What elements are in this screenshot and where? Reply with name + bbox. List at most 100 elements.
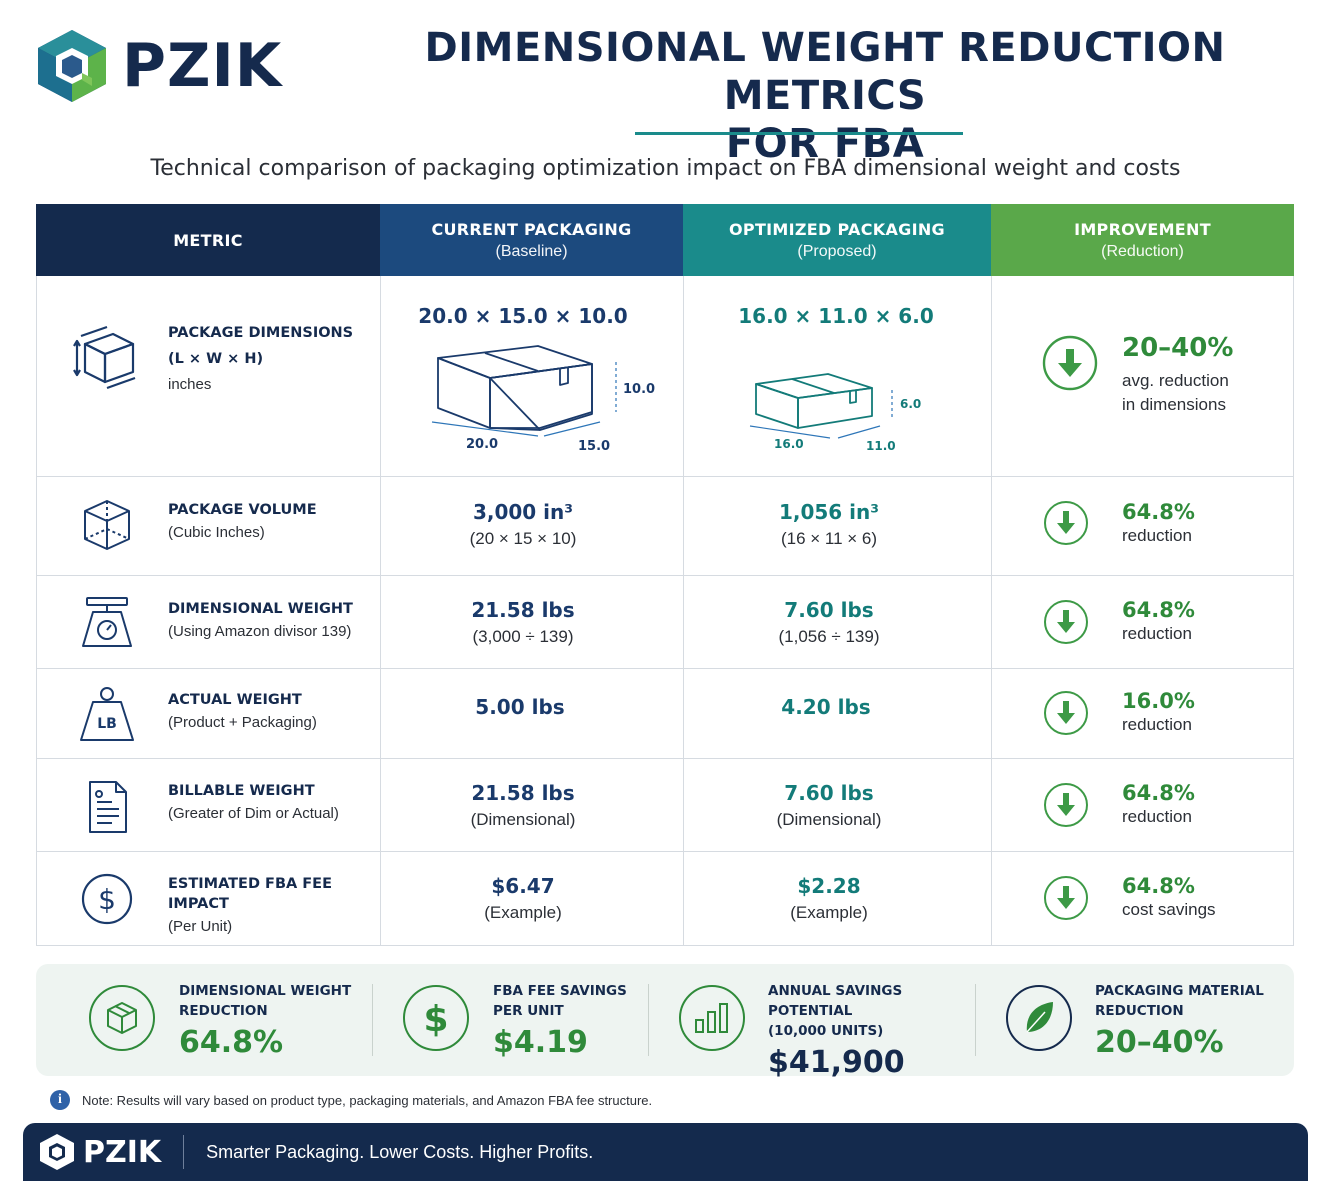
pzik-logo-icon bbox=[38, 30, 106, 102]
metric-subtitle: (Using Amazon divisor 139) bbox=[168, 623, 352, 640]
header-optimized-sub: (Proposed) bbox=[797, 242, 877, 260]
improvement-text: reduction bbox=[1122, 715, 1192, 734]
summary-label: DIMENSIONAL WEIGHT bbox=[179, 983, 352, 999]
current-volume-value: 3,000 in³ (20 × 15 × 10) bbox=[380, 500, 666, 549]
summary-label: FBA FEE SAVINGS bbox=[493, 983, 627, 999]
summary-value: $4.19 bbox=[493, 1025, 588, 1060]
arrow-down-icon bbox=[1044, 501, 1088, 545]
improvement-actual-weight: 16.0% reduction bbox=[1122, 689, 1287, 737]
brand-name: PZIK bbox=[122, 31, 283, 101]
improvement-percent: 64.8% bbox=[1122, 781, 1195, 805]
header-improvement-sub: (Reduction) bbox=[1101, 242, 1184, 260]
metric-subtitle: (Cubic Inches) bbox=[168, 524, 265, 541]
header-improvement-title: IMPROVEMENT bbox=[1074, 219, 1211, 239]
optimized-width-label: 11.0 bbox=[866, 439, 896, 453]
title-line-2: FOR FBA bbox=[725, 121, 925, 167]
metric-billable-weight: BILLABLE WEIGHT (Greater of Dim or Actua… bbox=[168, 781, 373, 827]
metric-subtitle: (Product + Packaging) bbox=[168, 714, 317, 731]
current-billable-weight-value: 21.58 lbs (Dimensional) bbox=[380, 781, 666, 830]
metric-title: PACKAGE VOLUME bbox=[168, 502, 317, 518]
svg-text:$: $ bbox=[98, 883, 116, 916]
improvement-text: cost savings bbox=[1122, 900, 1216, 919]
summary-material-reduction: PACKAGING MATERIAL REDUCTION 20–40% bbox=[1095, 981, 1285, 1060]
leaf-icon bbox=[1006, 985, 1072, 1051]
metric-subtitle: (Per Unit) bbox=[168, 918, 233, 935]
improvement-volume: 64.8% reduction bbox=[1122, 500, 1287, 548]
metric-title: ESTIMATED FBA FEE IMPACT bbox=[168, 876, 332, 912]
current-dimensions-value: 20.0 × 15.0 × 10.0 bbox=[380, 304, 666, 328]
summary-label-2: REDUCTION bbox=[1095, 1003, 1184, 1019]
current-billable-weight-text: 21.58 lbs bbox=[471, 781, 575, 805]
metric-subtitle: (Greater of Dim or Actual) bbox=[168, 805, 339, 822]
current-fee-sub: (Example) bbox=[484, 903, 562, 922]
improvement-billable-weight: 64.8% reduction bbox=[1122, 781, 1287, 829]
summary-label-2: PER UNIT bbox=[493, 1003, 564, 1019]
scale-icon bbox=[72, 588, 142, 658]
optimized-volume-text: 1,056 in³ bbox=[778, 500, 880, 524]
summary-divider bbox=[975, 984, 976, 1056]
optimized-fee-sub: (Example) bbox=[790, 903, 868, 922]
metric-subtitle: inches bbox=[168, 376, 212, 393]
column-divider bbox=[683, 276, 684, 946]
row-divider bbox=[36, 575, 1294, 576]
improvement-text: reduction bbox=[1122, 526, 1192, 545]
optimized-dim-weight-value: 7.60 lbs (1,056 ÷ 139) bbox=[683, 598, 975, 647]
footer-tagline: Smarter Packaging. Lower Costs. Higher P… bbox=[206, 1141, 594, 1162]
header-current-sub: (Baseline) bbox=[495, 242, 568, 260]
arrow-down-icon bbox=[1042, 335, 1098, 391]
header-current: CURRENT PACKAGING (Baseline) bbox=[380, 204, 683, 276]
cube-volume-icon bbox=[72, 490, 142, 560]
row-divider bbox=[36, 476, 1294, 477]
column-divider bbox=[991, 276, 992, 946]
optimized-fee-value: $2.28 (Example) bbox=[683, 874, 975, 923]
improvement-percent: 64.8% bbox=[1122, 500, 1195, 524]
page-subtitle: Technical comparison of packaging optimi… bbox=[150, 156, 1181, 181]
current-box-diagram: 10.0 20.0 15.0 bbox=[431, 345, 655, 454]
current-actual-weight-text: 5.00 lbs bbox=[475, 695, 565, 719]
optimized-volume-sub: (16 × 11 × 6) bbox=[780, 529, 878, 548]
header-metric-title: METRIC bbox=[173, 230, 243, 250]
optimized-dim-weight-sub: (1,056 ÷ 139) bbox=[778, 627, 880, 646]
metric-title-2: (L × W × H) bbox=[168, 351, 264, 367]
row-divider bbox=[36, 851, 1294, 852]
summary-dim-weight: DIMENSIONAL WEIGHT REDUCTION 64.8% bbox=[179, 981, 369, 1060]
current-fee-value: $6.47 (Example) bbox=[380, 874, 666, 923]
improvement-percent: 20–40% bbox=[1122, 333, 1234, 363]
current-dim-weight-sub: (3,000 ÷ 139) bbox=[472, 627, 574, 646]
improvement-percent: 64.8% bbox=[1122, 874, 1195, 898]
brand-logo: PZIK bbox=[36, 26, 286, 106]
box-dimensions-icon bbox=[70, 322, 140, 392]
current-dim-weight-value: 21.58 lbs (3,000 ÷ 139) bbox=[380, 598, 666, 647]
header-current-title: CURRENT PACKAGING bbox=[431, 219, 632, 239]
summary-label-2: (10,000 UNITS) bbox=[768, 1023, 884, 1039]
box-icon bbox=[89, 985, 155, 1051]
arrow-down-icon bbox=[1044, 691, 1088, 735]
optimized-billable-weight-value: 7.60 lbs (Dimensional) bbox=[683, 781, 975, 830]
optimized-height-label: 6.0 bbox=[900, 397, 921, 411]
summary-value: 64.8% bbox=[179, 1025, 284, 1060]
title-line-1: DIMENSIONAL WEIGHT REDUCTION METRICS bbox=[424, 25, 1226, 119]
metric-dimensional-weight: DIMENSIONAL WEIGHT (Using Amazon divisor… bbox=[168, 599, 378, 645]
optimized-dimensions-value: 16.0 × 11.0 × 6.0 bbox=[690, 304, 982, 328]
summary-band bbox=[36, 964, 1294, 1076]
metric-package-volume: PACKAGE VOLUME (Cubic Inches) bbox=[168, 500, 373, 546]
current-dim-weight-text: 21.58 lbs bbox=[471, 598, 575, 622]
current-dimensions-text: 20.0 × 15.0 × 10.0 bbox=[418, 304, 628, 328]
metric-title: DIMENSIONAL WEIGHT bbox=[168, 601, 353, 617]
header-metric: METRIC bbox=[36, 204, 380, 276]
summary-label-2: REDUCTION bbox=[179, 1003, 268, 1019]
improvement-percent: 16.0% bbox=[1122, 689, 1195, 713]
footnote: i Note: Results will vary based on produ… bbox=[50, 1090, 652, 1110]
header-improvement: IMPROVEMENT (Reduction) bbox=[991, 204, 1294, 276]
row-divider bbox=[36, 758, 1294, 759]
pzik-logo-icon bbox=[40, 1134, 74, 1170]
optimized-billable-weight-text: 7.60 lbs bbox=[784, 781, 874, 805]
current-volume-sub: (20 × 15 × 10) bbox=[469, 529, 577, 548]
footer-brand: PZIK bbox=[83, 1134, 162, 1170]
summary-annual-savings: ANNUAL SAVINGS POTENTIAL (10,000 UNITS) … bbox=[768, 981, 968, 1080]
current-length-label: 20.0 bbox=[466, 437, 498, 452]
metric-title: PACKAGE DIMENSIONS bbox=[168, 325, 354, 341]
optimized-volume-value: 1,056 in³ (16 × 11 × 6) bbox=[683, 500, 975, 549]
row-divider bbox=[36, 668, 1294, 669]
arrow-down-icon bbox=[1044, 600, 1088, 644]
